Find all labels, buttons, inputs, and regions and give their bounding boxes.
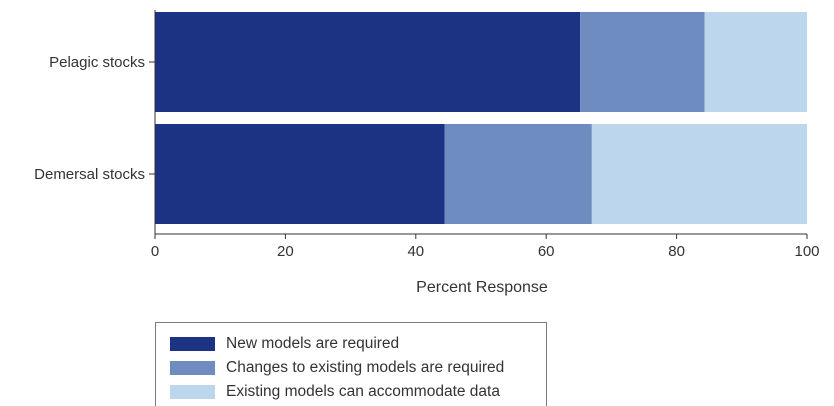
x-tick-label: 20 (277, 243, 294, 260)
bar-segment-1-2 (580, 12, 705, 112)
x-tick-label: 40 (407, 243, 424, 260)
bar-segment-2-1 (155, 124, 445, 224)
y-axis: Pelagic stocks Demersal stocks (34, 10, 156, 234)
bar-segment-1-3 (704, 12, 807, 112)
stacked-bar-chart: Pelagic stocks Demersal stocks 0 20 40 60 80 1… (34, 10, 820, 296)
legend-label: Existing models can accommodate data (226, 383, 500, 400)
bar-segment-2-2 (444, 124, 592, 224)
bars-group (155, 12, 807, 224)
legend-item-changes-to-models: Changes to existing models are required (170, 358, 504, 378)
x-tick-label: 100 (794, 243, 819, 260)
legend-swatch (170, 385, 215, 399)
legend: New models are required Changes to exist… (155, 322, 547, 406)
legend-label: Changes to existing models are required (226, 359, 505, 376)
bar-segment-1-1 (155, 12, 581, 112)
x-axis: 0 20 40 60 80 100 (151, 233, 820, 260)
legend-swatch (170, 337, 215, 351)
x-tick-label: 60 (538, 243, 555, 260)
x-tick-label: 80 (668, 243, 685, 260)
y-tick-label: Pelagic stocks (49, 54, 145, 71)
legend-swatch (170, 361, 215, 375)
x-axis-label: Percent Response (416, 279, 548, 296)
legend-item-new-models: New models are required (170, 334, 399, 354)
legend-item-existing-models: Existing models can accommodate data (170, 382, 500, 402)
bar-segment-2-3 (591, 124, 807, 224)
x-tick-label: 0 (151, 243, 159, 260)
legend-label: New models are required (226, 335, 400, 352)
y-tick-label: Demersal stocks (34, 166, 145, 183)
